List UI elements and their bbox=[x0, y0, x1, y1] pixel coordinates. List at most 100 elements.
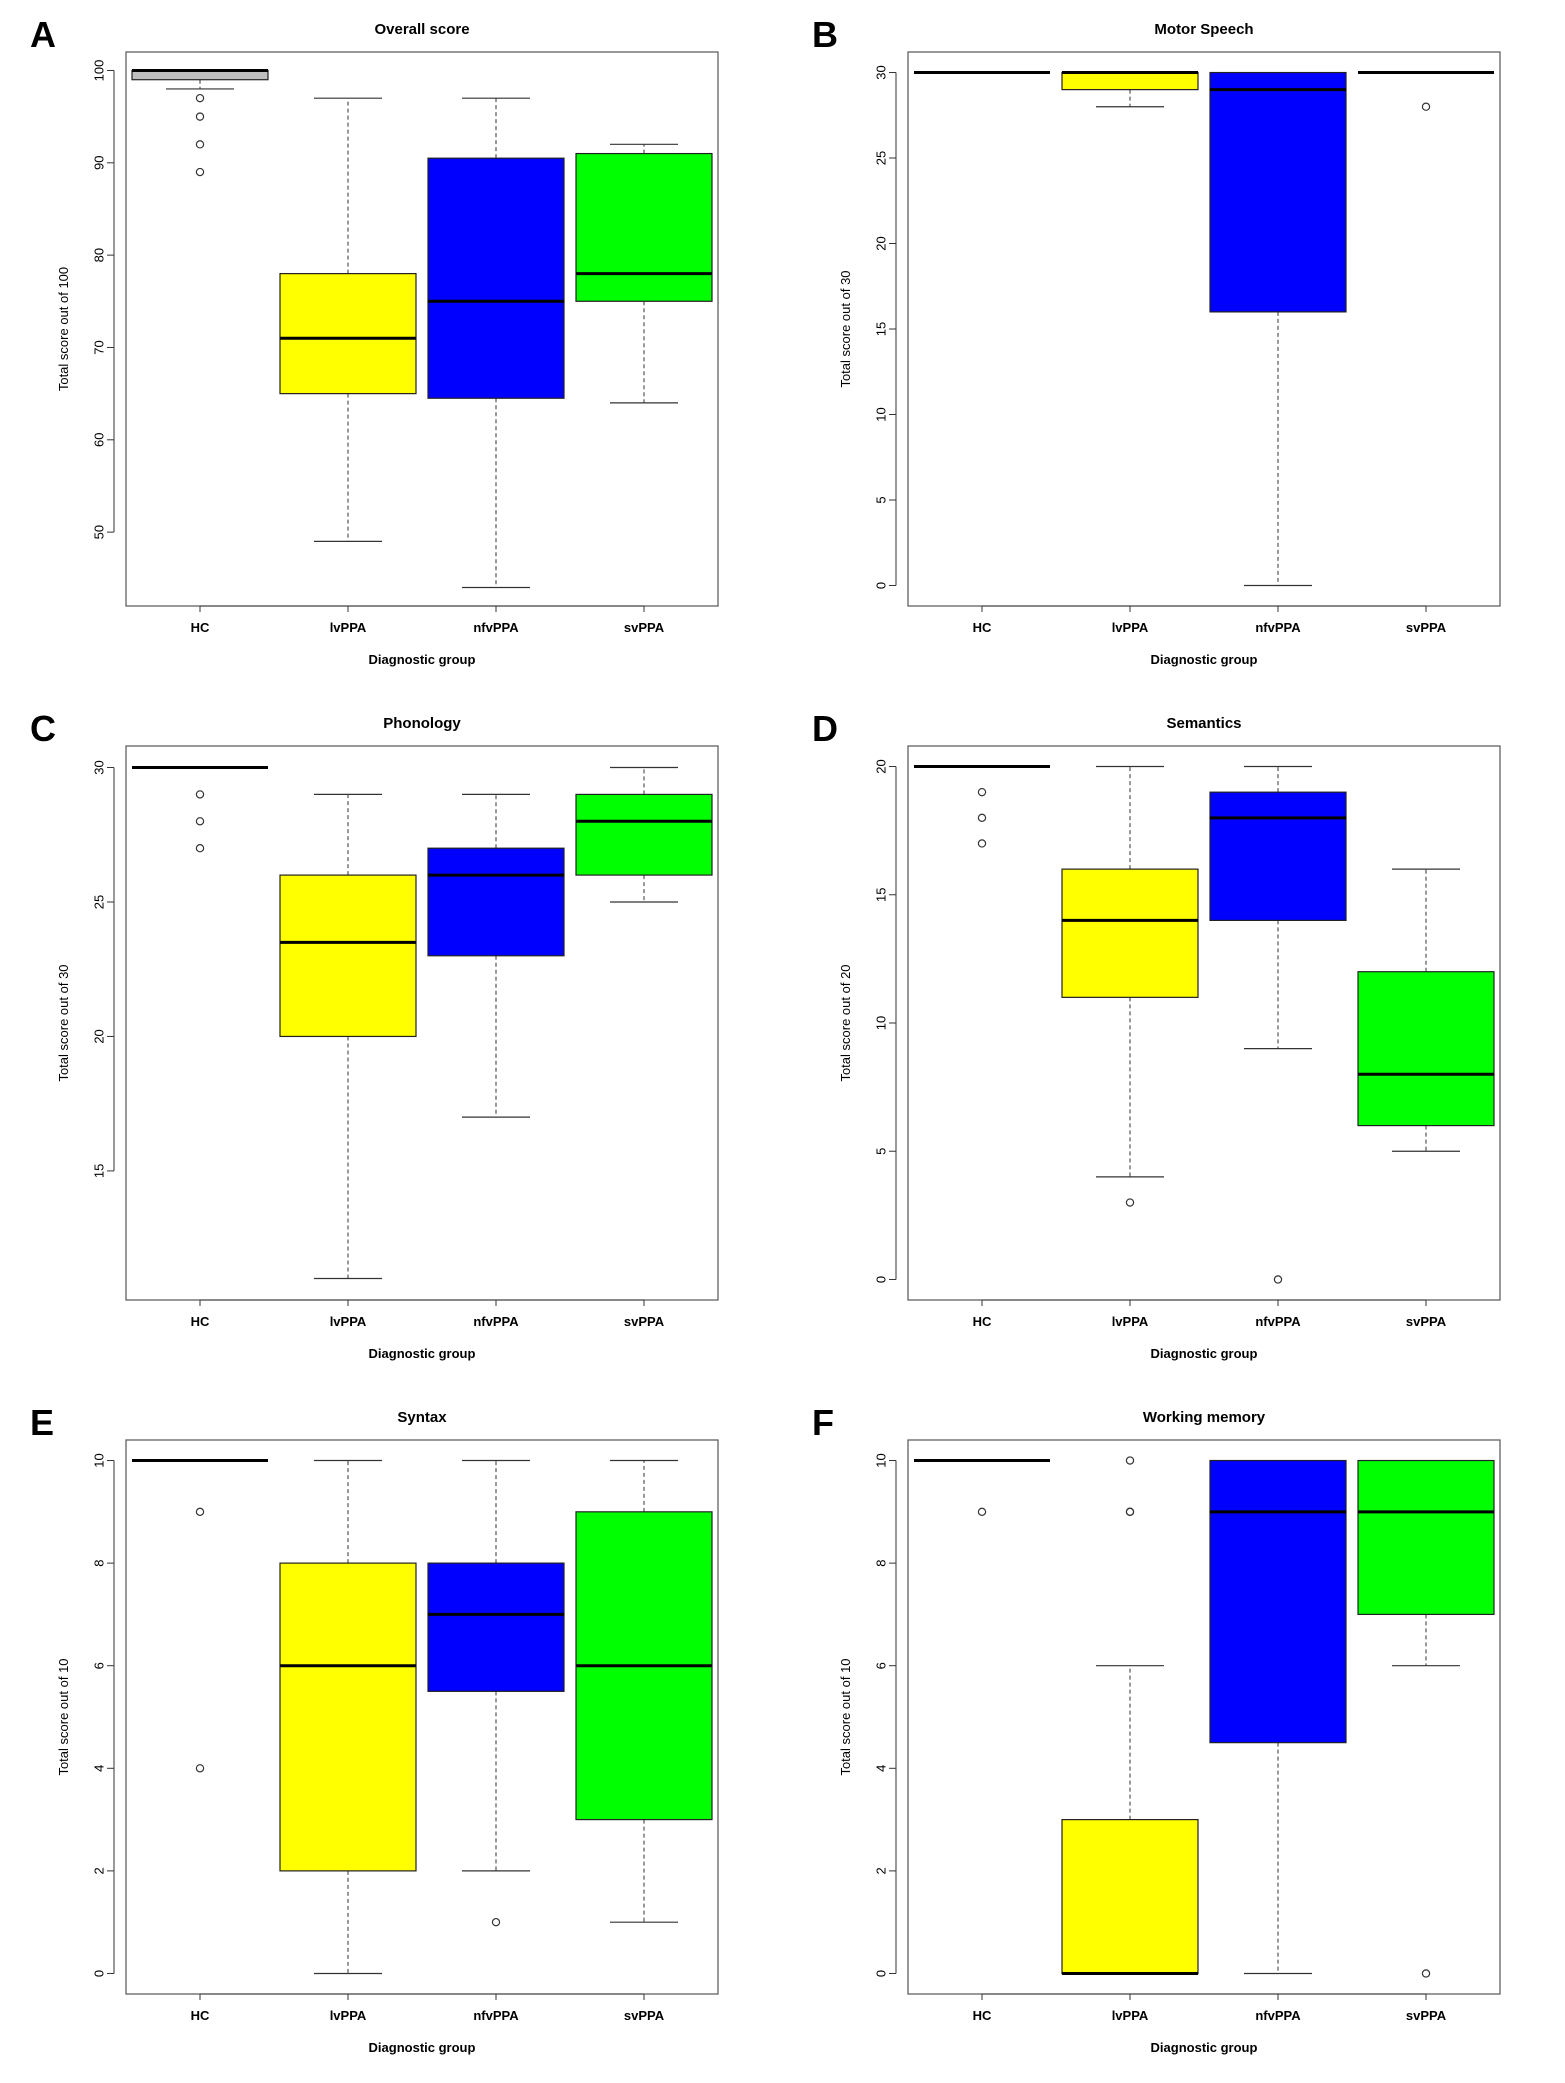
box-svppa bbox=[1357, 971, 1495, 1127]
y-axis-label: Total score out of 30 bbox=[56, 964, 71, 1081]
panel-letter: C bbox=[30, 708, 56, 749]
y-tick-label: 8 bbox=[873, 1559, 888, 1566]
panel-f: Working memory 0 2 4 6 8 10 Total score out of … bbox=[782, 1388, 1564, 2082]
y-axis-label: Total score out of 10 bbox=[56, 1658, 71, 1775]
y-tick-label: 80 bbox=[91, 248, 106, 262]
panel-b: Motor Speech 0 5 10 15 20 25 30 Total score out … bbox=[782, 0, 1564, 694]
y-tick-label: 10 bbox=[91, 1453, 106, 1467]
x-tick-label: lvPPA bbox=[330, 2008, 367, 2023]
panel-letter: A bbox=[30, 14, 56, 55]
outlier-hc bbox=[977, 813, 987, 823]
y-tick-label: 20 bbox=[873, 759, 888, 773]
y-axis-label: Total score out of 30 bbox=[838, 270, 853, 387]
outlier-hc bbox=[195, 112, 205, 121]
x-tick-label: lvPPA bbox=[1112, 2008, 1149, 2023]
box-lvppa bbox=[279, 273, 417, 395]
x-tick-label: nfvPPA bbox=[1255, 1314, 1301, 1329]
panel-letter: B bbox=[812, 14, 838, 55]
outlier-hc bbox=[195, 167, 205, 177]
y-tick-label: 2 bbox=[873, 1867, 888, 1874]
box-lvppa bbox=[279, 874, 417, 1038]
y-axis-label: Total score out of 100 bbox=[56, 267, 71, 391]
outlier-svppa bbox=[1421, 1969, 1431, 1978]
y-tick-label: 5 bbox=[873, 1148, 888, 1155]
x-axis-label: Diagnostic group bbox=[369, 1346, 476, 1361]
boxplot-overall-score: Overall score 50 60 70 80 90 100 Total score ou… bbox=[56, 21, 719, 667]
panel-a: Overall score 50 60 70 80 90 100 Total score ou… bbox=[0, 0, 782, 694]
outlier-hc bbox=[195, 817, 205, 826]
outlier-hc bbox=[977, 1507, 987, 1517]
chart-title: Working memory bbox=[1143, 1409, 1266, 1426]
outlier-hc bbox=[195, 93, 205, 103]
x-axis-label: Diagnostic group bbox=[369, 2040, 476, 2055]
panel-letter: D bbox=[812, 708, 838, 749]
y-tick-label: 0 bbox=[873, 1970, 888, 1977]
boxplot-phonology: Phonology 15 20 25 30 Total score out of 30 HC… bbox=[56, 715, 719, 1361]
outlier-hc bbox=[195, 843, 205, 853]
outlier-svppa bbox=[1421, 102, 1431, 111]
boxplot-syntax: Syntax 0 2 4 6 8 10 Total score out of 10 HC lvPP… bbox=[56, 1409, 719, 2055]
box-svppa bbox=[575, 793, 713, 876]
panel-d: Semantics 0 5 10 15 20 Total score out of 20 HC… bbox=[782, 694, 1564, 1388]
outlier-hc bbox=[195, 1764, 205, 1773]
boxplot-semantics: Semantics 0 5 10 15 20 Total score out of 20 HC… bbox=[838, 715, 1501, 1361]
y-tick-label: 90 bbox=[91, 156, 106, 170]
y-tick-label: 25 bbox=[873, 151, 888, 165]
y-tick-label: 15 bbox=[873, 888, 888, 902]
x-tick-label: HC bbox=[973, 1314, 992, 1329]
y-tick-label: 5 bbox=[873, 496, 888, 503]
outlier-nfvppa bbox=[491, 1917, 501, 1927]
box-svppa bbox=[1357, 1459, 1495, 1616]
x-tick-label: svPPA bbox=[1406, 1314, 1447, 1329]
x-tick-label: HC bbox=[191, 620, 210, 635]
panel-letter: E bbox=[30, 1402, 55, 1443]
outlier-hc bbox=[195, 790, 205, 799]
y-tick-label: 10 bbox=[873, 1016, 888, 1030]
y-tick-label: 100 bbox=[91, 60, 106, 82]
chart-title: Overall score bbox=[374, 21, 469, 38]
y-tick-label: 20 bbox=[873, 236, 888, 250]
x-axis-label: Diagnostic group bbox=[1151, 2040, 1258, 2055]
box-svppa bbox=[575, 152, 713, 302]
y-tick-label: 4 bbox=[873, 1765, 888, 1772]
x-tick-label: lvPPA bbox=[1112, 1314, 1149, 1329]
outlier-hc bbox=[977, 839, 987, 848]
panel-e: Syntax 0 2 4 6 8 10 Total score out of 10 HC lvPP… bbox=[0, 1388, 782, 2082]
y-tick-label: 2 bbox=[91, 1867, 106, 1874]
box-nfvppa bbox=[1209, 1459, 1347, 1744]
y-tick-label: 10 bbox=[873, 407, 888, 421]
outlier-hc bbox=[977, 787, 987, 797]
x-tick-label: HC bbox=[973, 620, 992, 635]
outlier-hc bbox=[195, 140, 205, 149]
box-nfvppa bbox=[427, 157, 565, 399]
y-tick-label: 25 bbox=[91, 895, 106, 909]
x-tick-label: HC bbox=[191, 1314, 210, 1329]
outlier-hc bbox=[195, 1507, 205, 1517]
box-lvppa bbox=[1061, 1818, 1199, 1975]
box-nfvppa bbox=[1209, 71, 1347, 313]
chart-title: Phonology bbox=[383, 715, 461, 732]
y-tick-label: 0 bbox=[91, 1970, 106, 1977]
y-axis-label: Total score out of 20 bbox=[838, 964, 853, 1081]
y-tick-label: 0 bbox=[873, 582, 888, 589]
x-tick-label: nfvPPA bbox=[1255, 2008, 1301, 2023]
x-tick-label: lvPPA bbox=[330, 620, 367, 635]
y-tick-label: 15 bbox=[91, 1164, 106, 1178]
x-axis-label: Diagnostic group bbox=[1151, 652, 1258, 667]
y-tick-label: 50 bbox=[91, 525, 106, 539]
y-tick-label: 60 bbox=[91, 433, 106, 447]
y-tick-label: 10 bbox=[873, 1453, 888, 1467]
x-tick-label: HC bbox=[973, 2008, 992, 2023]
box-lvppa bbox=[1061, 868, 1199, 998]
outlier-lvppa bbox=[1125, 1507, 1135, 1517]
x-tick-label: svPPA bbox=[624, 620, 665, 635]
boxplot-working-memory: Working memory 0 2 4 6 8 10 Total score out of … bbox=[838, 1409, 1501, 2055]
box-lvppa bbox=[279, 1562, 417, 1872]
panel-letter: F bbox=[812, 1402, 834, 1443]
y-tick-label: 30 bbox=[873, 65, 888, 79]
outlier-nfvppa bbox=[1273, 1275, 1283, 1284]
chart-title: Motor Speech bbox=[1154, 21, 1253, 38]
boxplot-motor-speech: Motor Speech 0 5 10 15 20 25 30 Total score out … bbox=[838, 21, 1501, 667]
box-nfvppa bbox=[1209, 791, 1347, 922]
